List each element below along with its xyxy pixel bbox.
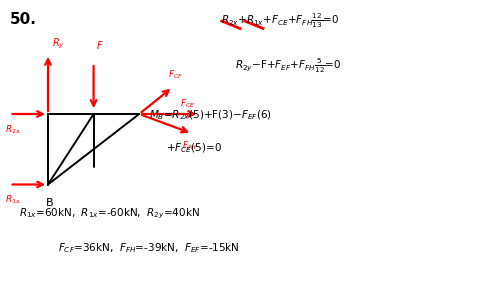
Text: 50.: 50. xyxy=(10,12,36,27)
Text: $R_y$: $R_y$ xyxy=(52,37,65,51)
Text: $R_{2x}$+$R_{1x}$+$F_{CE}$+$F_{FH}\frac{12}{13}$=0: $R_{2x}$+$R_{1x}$+$F_{CE}$+$F_{FH}\frac{… xyxy=(221,12,339,31)
Text: $R_{1x}$=60kN,  $R_{1x}$=-60kN,  $R_{2y}$=40kN: $R_{1x}$=60kN, $R_{1x}$=-60kN, $R_{2y}$=… xyxy=(19,207,200,221)
Text: $R_{2y}$$-$F+$F_{EF}$+$F_{FH}\frac{5}{12}$=0: $R_{2y}$$-$F+$F_{EF}$+$F_{FH}\frac{5}{12… xyxy=(235,57,342,76)
Text: $F_{FH}$: $F_{FH}$ xyxy=(182,140,198,152)
Text: $M_B$=$R_{2x}$(5)+F(3)$-F_{EF}$(6): $M_B$=$R_{2x}$(5)+F(3)$-F_{EF}$(6) xyxy=(149,108,272,122)
Text: $F$: $F$ xyxy=(96,39,104,51)
Text: +$F_{CE}$(5)=0: +$F_{CE}$(5)=0 xyxy=(166,141,221,154)
Text: $R_{1x}$: $R_{1x}$ xyxy=(5,194,21,206)
Text: $F_{CF}$: $F_{CF}$ xyxy=(168,68,183,81)
Text: $F_{CE}$: $F_{CE}$ xyxy=(180,97,195,110)
Text: $R_{2x}$: $R_{2x}$ xyxy=(5,123,21,136)
Text: B: B xyxy=(46,198,53,208)
Text: $F_{CF}$=36kN,  $F_{FH}$=-39kN,  $F_{EF}$=-15kN: $F_{CF}$=36kN, $F_{FH}$=-39kN, $F_{EF}$=… xyxy=(58,242,240,255)
